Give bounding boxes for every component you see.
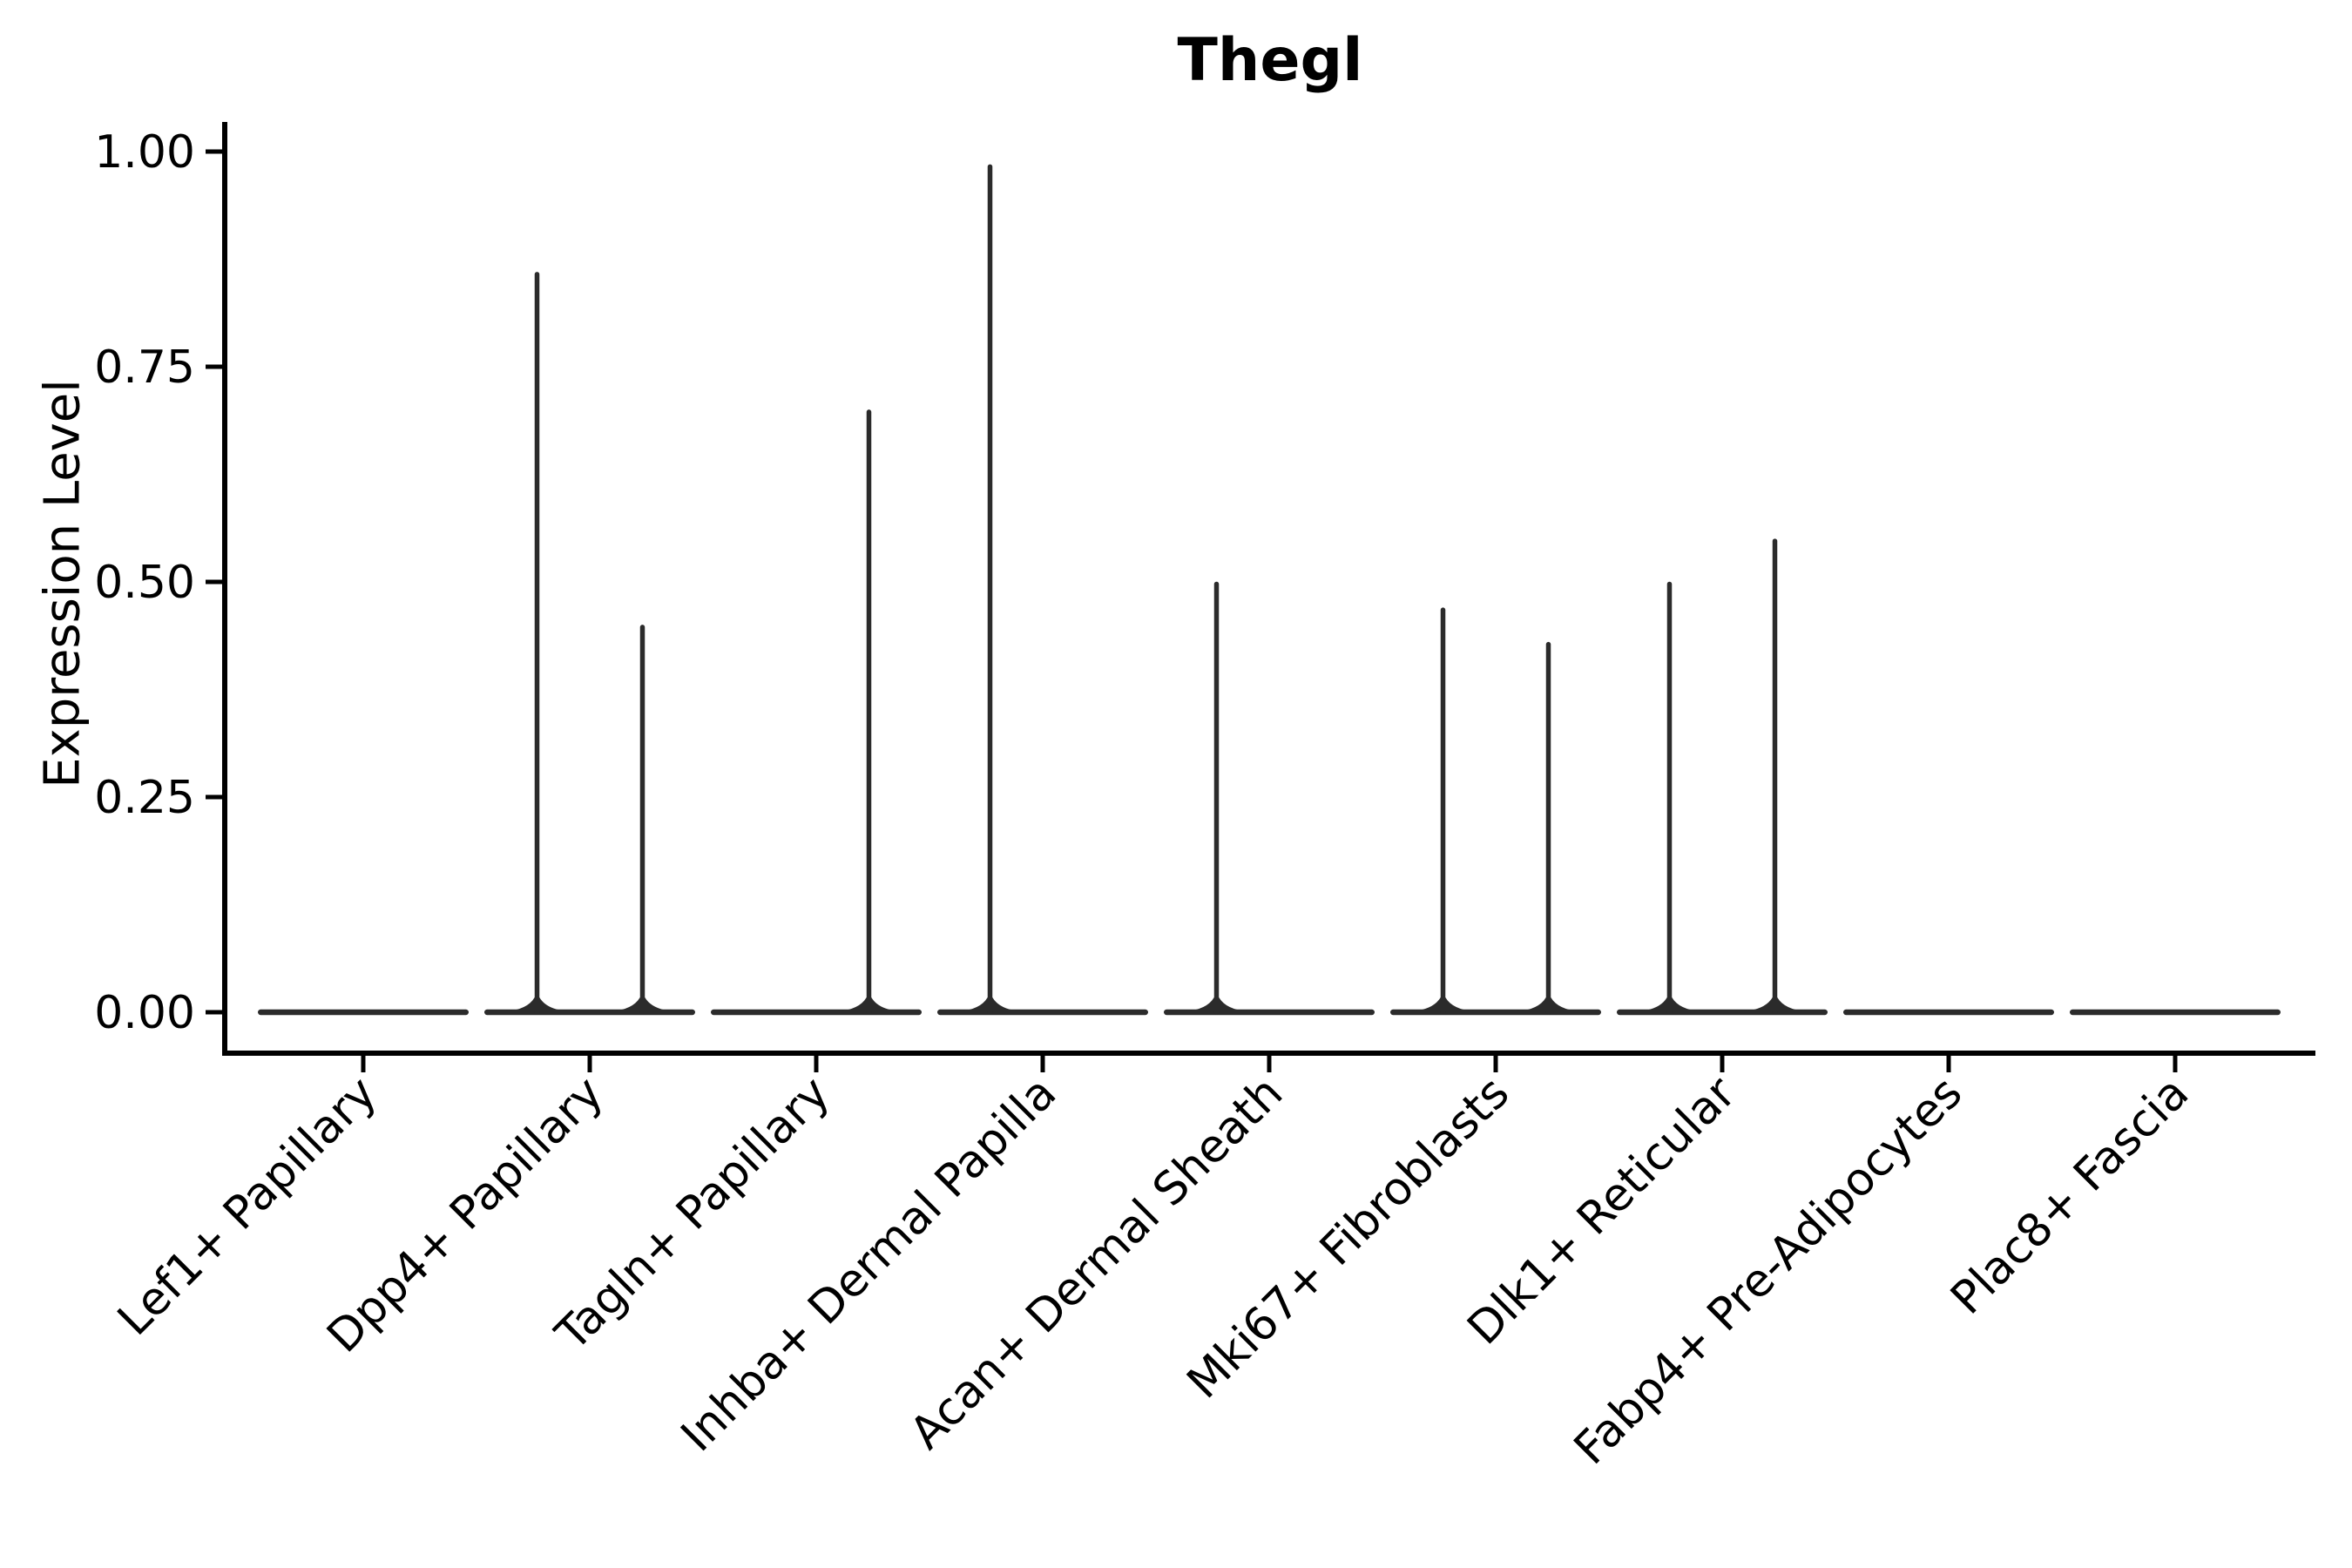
y-tick-label: 1.00 xyxy=(94,126,195,179)
violin-body xyxy=(1843,1009,2054,1016)
violin-spike-flare xyxy=(837,997,901,1011)
violin-spike-flare xyxy=(958,997,1022,1011)
violin-spike-flare xyxy=(1743,997,1807,1011)
violin-spike-flare xyxy=(1411,997,1475,1011)
x-tick-label: Inhba+ Dermal Papilla xyxy=(672,1067,1066,1462)
x-tick-label: Acan+ Dermal Sheath xyxy=(901,1067,1294,1460)
y-tick-label: 0.25 xyxy=(94,772,195,824)
violin-spike-flare xyxy=(1638,997,1701,1011)
violin-body xyxy=(258,1009,469,1016)
violin-spike-flare xyxy=(505,997,569,1011)
violin-body xyxy=(2070,1009,2281,1016)
y-tick-label: 0.00 xyxy=(94,987,195,1039)
chart-title: Thegl xyxy=(1177,26,1363,95)
violin-spike-flare xyxy=(1517,997,1580,1011)
x-tick-label: Plac8+ Fascia xyxy=(1941,1067,2199,1325)
violin-spike-flare xyxy=(611,997,674,1011)
violin-spike-flare xyxy=(1185,997,1248,1011)
y-tick-label: 0.50 xyxy=(94,557,195,609)
x-tick-label: Fabp4+ Pre-Adipocytes xyxy=(1565,1067,1972,1475)
y-tick-label: 0.75 xyxy=(94,341,195,394)
